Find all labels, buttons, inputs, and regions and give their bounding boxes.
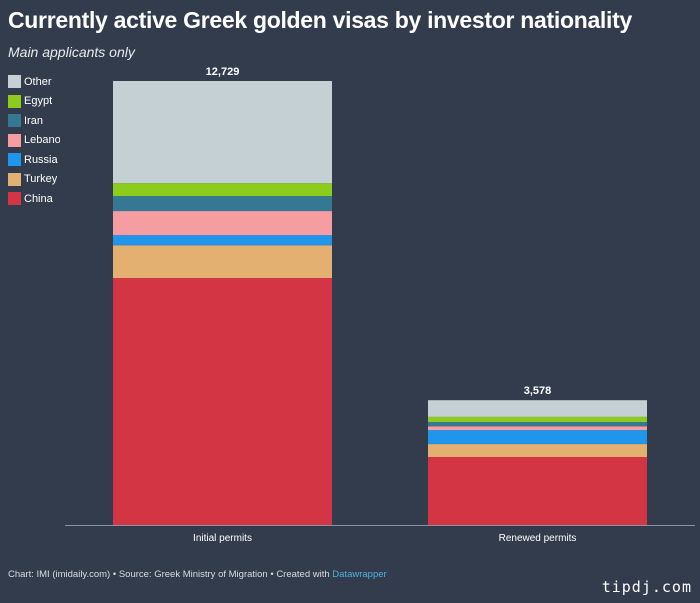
footer-credits: Chart: IMI (imidaily.com) • Source: Gree…	[8, 569, 333, 580]
legend-label: Iran	[24, 114, 43, 127]
legend-item-egypt: Egypt	[8, 92, 60, 112]
bar-segment-iran-initial	[113, 196, 332, 212]
bar-segment-lebanon-initial	[113, 211, 332, 236]
legend-label: Turkey	[24, 173, 58, 186]
chart-title: Currently active Greek golden visas by i…	[8, 7, 632, 33]
bar-segment-turkey-renewed	[428, 444, 647, 457]
chart-footer: Chart: IMI (imidaily.com) • Source: Gree…	[8, 569, 387, 580]
bar-segment-turkey-initial	[113, 245, 332, 279]
bar-segment-lebanon-renewed	[428, 426, 647, 431]
legend-swatch	[8, 133, 21, 147]
bar-total-label: 3,578	[524, 385, 552, 397]
watermark: tipdj.com	[601, 578, 692, 596]
legend-item-iran: Iran	[8, 111, 60, 131]
legend-item-other: Other	[8, 72, 60, 92]
legend-label: Russia	[24, 153, 58, 166]
legend-label: Egypt	[24, 95, 53, 108]
legend-swatch	[8, 94, 21, 108]
bar-total-label: 12,729	[206, 66, 240, 78]
x-tick-label: Initial permits	[193, 533, 252, 544]
legend-swatch	[8, 75, 21, 89]
x-tick-label: Renewed permits	[499, 533, 577, 544]
bar-segment-china-renewed	[428, 456, 647, 525]
legend-label: Lebanon	[24, 134, 60, 147]
legend-swatch	[8, 114, 21, 128]
legend-item-turkey: Turkey	[8, 170, 60, 190]
legend-label: Other	[24, 75, 52, 88]
bar-segment-russia-renewed	[428, 430, 647, 445]
bar-segment-egypt-initial	[113, 183, 332, 197]
bar-segment-other-renewed	[428, 400, 647, 417]
legend: Other Egypt Iran Lebanon Russia Turkey China	[8, 72, 60, 209]
legend-item-china: China	[8, 189, 60, 209]
legend-item-russia: Russia	[8, 150, 60, 170]
bar-segment-other-initial	[113, 81, 332, 184]
legend-swatch	[8, 153, 21, 167]
bar-segment-iran-renewed	[428, 422, 647, 427]
legend-item-lebanon: Lebanon	[8, 131, 60, 151]
bar-segment-russia-initial	[113, 235, 332, 246]
legend-swatch	[8, 172, 21, 186]
bar-segment-egypt-renewed	[428, 416, 647, 423]
legend-swatch	[8, 192, 21, 206]
bar-segment-china-initial	[113, 278, 332, 525]
datawrapper-link[interactable]: Datawrapper	[332, 569, 387, 580]
legend-label: China	[24, 192, 53, 205]
chart-subtitle: Main applicants only	[8, 44, 135, 60]
